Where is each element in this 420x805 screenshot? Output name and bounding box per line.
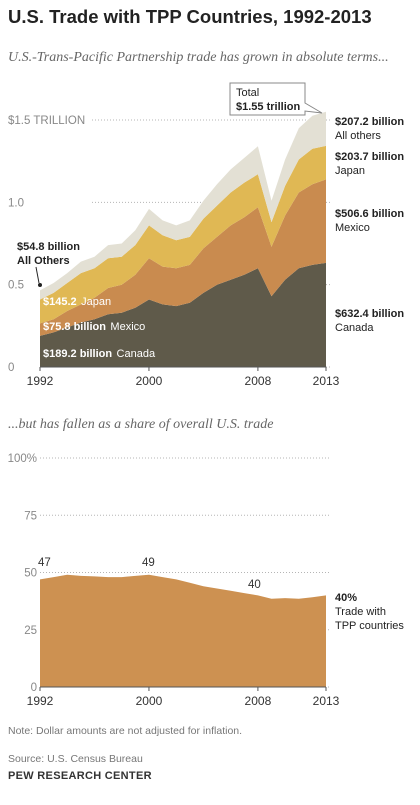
note-text: Note: Dollar amounts are not adjusted fo…: [8, 725, 243, 737]
mexico-end-value: $506.6 billion: [335, 208, 404, 220]
japan-end-name: Japan: [335, 165, 365, 177]
canada-start-value: $189.2 billion: [43, 348, 112, 360]
others-start-name: All Others: [17, 255, 70, 267]
share-end-line2: TPP countries: [335, 620, 404, 632]
share-end-value: 40%: [335, 592, 357, 604]
mexico-end-name: Mexico: [335, 222, 370, 234]
x-tick-label: 2008: [245, 374, 272, 388]
chart2-subtitle: ...but has fallen as a share of overall …: [8, 417, 274, 432]
japan-start-label: $145.2 Japan: [43, 292, 111, 309]
y-tick-label: 0: [31, 682, 37, 694]
canada-start-name: Canada: [117, 348, 156, 360]
y-tick-label: $1.5 TRILLION: [8, 115, 85, 127]
x-tick-label: 2000: [136, 694, 163, 708]
mexico-area: [40, 179, 326, 336]
y-tick-label: 25: [24, 625, 37, 637]
x-tick-label: 2013: [313, 694, 340, 708]
share-end-line1: Trade with: [335, 606, 386, 618]
others-end-value: $207.2 billion: [335, 116, 404, 128]
total-callout-box: [229, 82, 323, 116]
y-tick-label: 0: [8, 362, 14, 374]
y-tick-label: 100%: [8, 453, 37, 465]
japan-area: [40, 145, 326, 324]
share-annotation-2000: 49: [142, 557, 155, 569]
x-tick-label: 1992: [27, 374, 54, 388]
japan-start-value: $145.2: [43, 296, 77, 308]
share-annotation-2008: 40: [248, 579, 261, 591]
page-title: U.S. Trade with TPP Countries, 1992-2013: [8, 6, 372, 27]
x-tick-label: 2008: [245, 694, 272, 708]
mexico-start-label: $75.8 billion Mexico: [43, 317, 145, 334]
source-text: Source: U.S. Census Bureau: [8, 753, 143, 765]
y-tick-label: 50: [24, 568, 37, 580]
others-start-value: $54.8 billion: [17, 241, 80, 253]
y-tick-label: 1.0: [8, 197, 24, 209]
japan-start-name: Japan: [81, 296, 111, 308]
stacked-area-chart: $1.5 TRILLION 1.0 0.5 0 1992 2000 2008 2013 $5…: [8, 82, 404, 388]
total-callout-line2: $1.55 trillion: [236, 101, 300, 113]
mexico-start-name: Mexico: [110, 321, 145, 333]
x-tick-label: 2013: [313, 374, 340, 388]
x-tick-label: 1992: [27, 694, 54, 708]
tpp-share-area: [40, 574, 326, 687]
mexico-start-value: $75.8 billion: [43, 321, 106, 333]
others-start-dot: [38, 283, 42, 287]
share-annotation-1992: 47: [38, 557, 51, 569]
all-others-area: [40, 111, 326, 300]
y-tick-label: 0.5: [8, 280, 24, 292]
total-callout-line1: Total: [236, 87, 259, 99]
others-start-leader: [35, 266, 40, 284]
pew-logo-text: PEW RESEARCH CENTER: [8, 770, 152, 782]
share-area-chart: 100% 75 50 25 0 1992 2000 2008 2013 47 49 40 40…: [8, 453, 405, 708]
others-end-name: All others: [335, 130, 381, 142]
canada-end-value: $632.4 billion: [335, 308, 404, 320]
x-tick-label: 2000: [136, 374, 163, 388]
canada-end-name: Canada: [335, 322, 374, 334]
y-tick-label: 75: [24, 510, 37, 522]
canada-start-label: $189.2 billion Canada: [43, 344, 156, 361]
canada-area: [40, 262, 326, 367]
japan-end-value: $203.7 billion: [335, 151, 404, 163]
chart1-subtitle: U.S.-Trans-Pacific Partnership trade has…: [8, 50, 389, 65]
